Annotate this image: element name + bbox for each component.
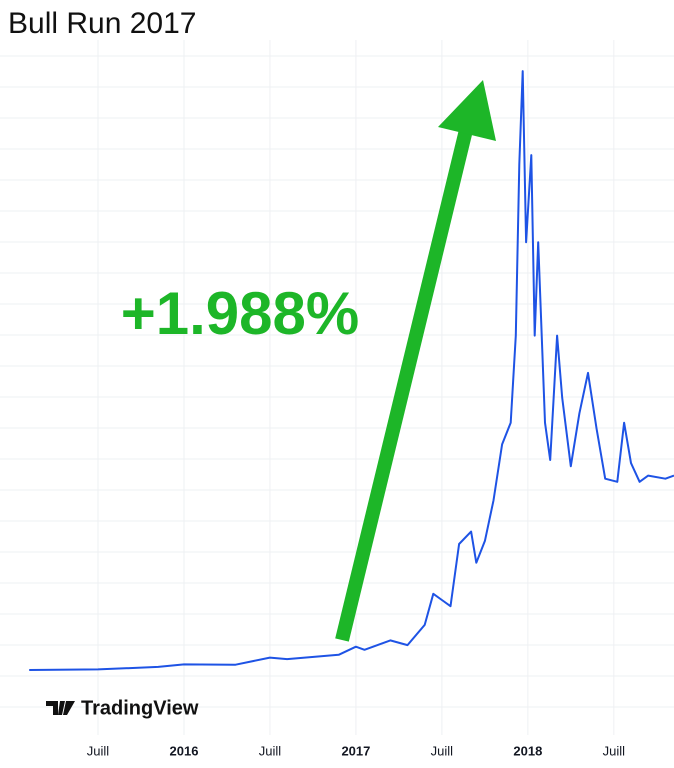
x-tick-label: Juill <box>431 743 454 758</box>
arrow-shaft <box>335 128 473 642</box>
x-tick-label: Juill <box>259 743 282 758</box>
arrow <box>335 80 496 642</box>
plot <box>29 70 674 671</box>
chart-title: Bull Run 2017 <box>8 7 196 40</box>
x-tick-label: 2017 <box>341 743 370 758</box>
logo-text: TradingView <box>81 697 199 719</box>
arrow-head <box>438 80 496 141</box>
x-tick-label: Juill <box>87 743 110 758</box>
logo: TradingView <box>46 697 199 719</box>
x-tick-label: Juill <box>603 743 626 758</box>
grid <box>0 40 674 735</box>
x-tick-label: 2016 <box>170 743 199 758</box>
annotation: +1.988% <box>121 280 360 347</box>
x-tick-label: 2018 <box>513 743 542 758</box>
logo-icon <box>46 701 75 715</box>
price-line <box>29 70 674 671</box>
